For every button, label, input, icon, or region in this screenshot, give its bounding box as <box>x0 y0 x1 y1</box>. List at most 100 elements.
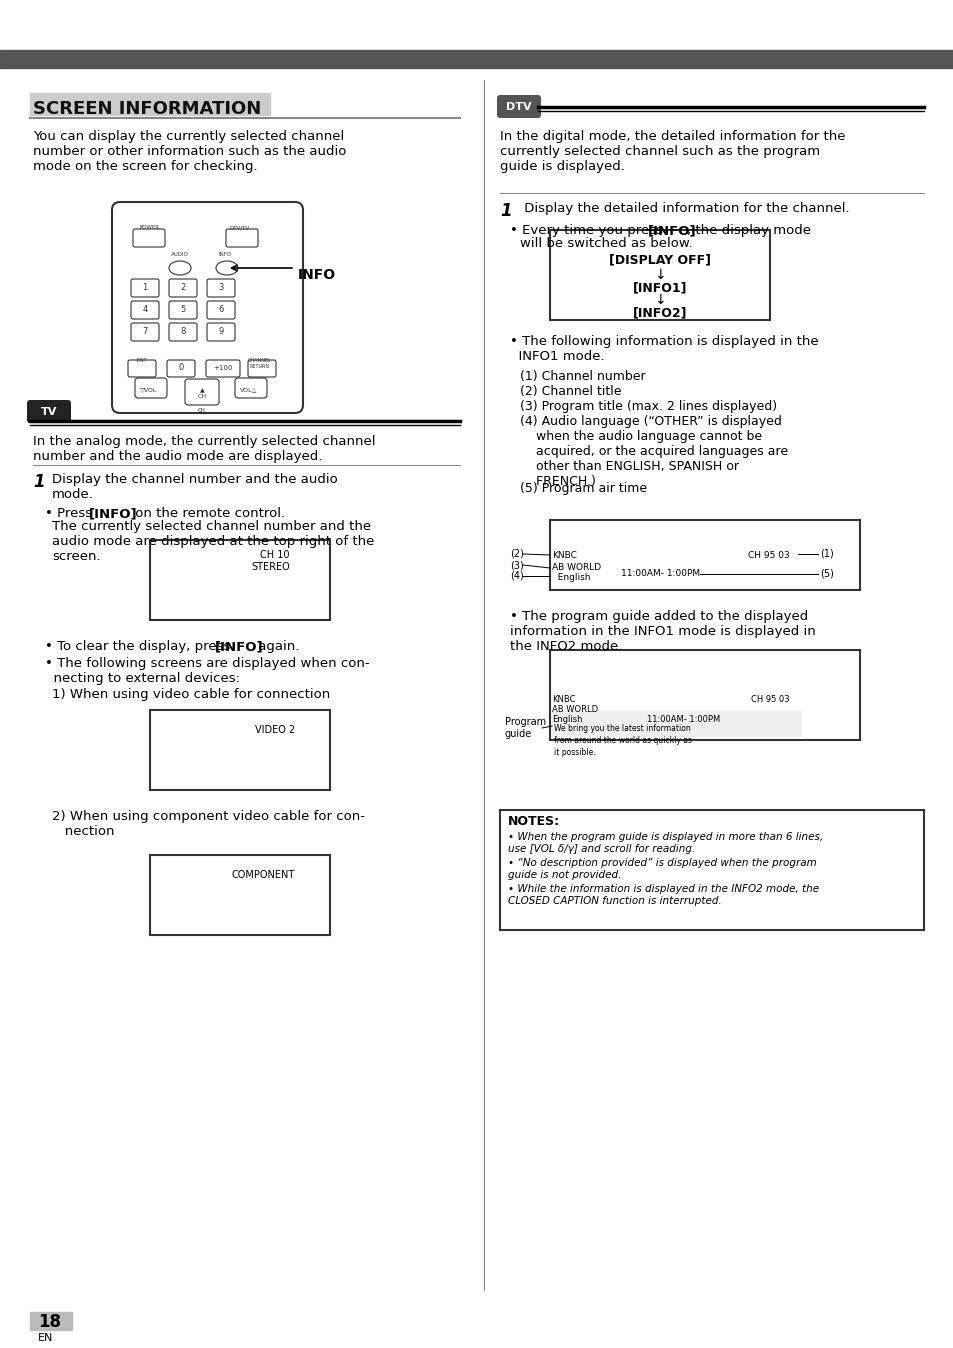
Text: • Press: • Press <box>45 507 96 520</box>
Text: (1): (1) <box>820 549 833 559</box>
Text: 11:00AM- 1:00PM: 11:00AM- 1:00PM <box>646 714 720 724</box>
Bar <box>0 50 953 67</box>
Bar <box>150 855 330 936</box>
Bar <box>150 710 330 790</box>
Text: DTV/TV: DTV/TV <box>230 225 250 231</box>
FancyBboxPatch shape <box>112 202 303 412</box>
Text: CHANNEL
RETURN: CHANNEL RETURN <box>248 359 272 369</box>
FancyBboxPatch shape <box>135 377 167 398</box>
Text: (5): (5) <box>820 569 833 580</box>
FancyBboxPatch shape <box>207 279 234 297</box>
Text: 5: 5 <box>180 306 186 314</box>
Text: • The program guide added to the displayed
information in the INFO1 mode is disp: • The program guide added to the display… <box>510 611 815 652</box>
Text: • To clear the display, press: • To clear the display, press <box>45 640 234 652</box>
Text: VOL△: VOL△ <box>240 387 257 392</box>
Text: • The following screens are displayed when con-
  necting to external devices:: • The following screens are displayed wh… <box>45 656 369 685</box>
Bar <box>30 1312 71 1330</box>
Text: 1: 1 <box>499 202 511 220</box>
Text: [INFO1]: [INFO1] <box>632 282 686 294</box>
Text: 1: 1 <box>33 473 45 491</box>
Text: EN: EN <box>38 1333 53 1343</box>
Bar <box>552 710 801 737</box>
Text: 8: 8 <box>180 328 186 337</box>
Text: You can display the currently selected channel
number or other information such : You can display the currently selected c… <box>33 129 346 173</box>
Text: 9: 9 <box>218 328 223 337</box>
Text: AUDIO: AUDIO <box>171 252 189 257</box>
Text: , the display mode: , the display mode <box>686 224 810 237</box>
Text: [INFO]: [INFO] <box>647 224 696 237</box>
Text: POWER: POWER <box>140 225 160 231</box>
FancyBboxPatch shape <box>167 360 194 377</box>
Text: The currently selected channel number and the
audio mode are displayed at the to: The currently selected channel number an… <box>52 520 374 563</box>
FancyBboxPatch shape <box>131 279 159 297</box>
Text: English: English <box>552 714 582 724</box>
Text: 18: 18 <box>38 1313 61 1330</box>
FancyBboxPatch shape <box>185 379 219 404</box>
FancyBboxPatch shape <box>131 301 159 319</box>
FancyBboxPatch shape <box>131 324 159 341</box>
Text: (3) Program title (max. 2 lines displayed): (3) Program title (max. 2 lines displaye… <box>519 400 777 412</box>
FancyBboxPatch shape <box>550 231 769 319</box>
FancyBboxPatch shape <box>169 279 196 297</box>
Text: Display the channel number and the audio
mode.: Display the channel number and the audio… <box>52 473 337 501</box>
FancyBboxPatch shape <box>207 301 234 319</box>
Text: 11:00AM- 1:00PM: 11:00AM- 1:00PM <box>620 569 700 578</box>
Text: KNBC: KNBC <box>552 696 575 705</box>
Text: INFO: INFO <box>297 268 335 282</box>
Text: NOTES:: NOTES: <box>507 816 559 828</box>
Text: AB WORLD: AB WORLD <box>552 563 600 573</box>
Text: • While the information is displayed in the INFO2 mode, the
CLOSED CAPTION funct: • While the information is displayed in … <box>507 884 819 906</box>
Text: 2: 2 <box>180 283 186 293</box>
Bar <box>150 541 330 620</box>
Text: CH 95 03: CH 95 03 <box>751 696 789 705</box>
Bar <box>550 520 859 590</box>
Text: 2) When using component video cable for con-
   nection: 2) When using component video cable for … <box>52 810 365 838</box>
Text: Program
guide: Program guide <box>504 717 545 739</box>
Text: ↓: ↓ <box>654 268 665 282</box>
Text: ↓: ↓ <box>654 293 665 307</box>
Text: DTV: DTV <box>506 102 531 112</box>
Text: 7: 7 <box>142 328 148 337</box>
Ellipse shape <box>215 262 237 275</box>
Text: (2) Channel title: (2) Channel title <box>519 386 620 398</box>
Text: (3): (3) <box>510 559 523 570</box>
Text: VIDEO 2: VIDEO 2 <box>254 725 294 735</box>
Text: TV: TV <box>41 407 57 417</box>
Text: [DISPLAY OFF]: [DISPLAY OFF] <box>608 253 710 267</box>
Text: In the analog mode, the currently selected channel
number and the audio mode are: In the analog mode, the currently select… <box>33 435 375 462</box>
FancyBboxPatch shape <box>169 324 196 341</box>
Text: COMPONENT: COMPONENT <box>232 869 294 880</box>
Text: (2): (2) <box>510 549 523 559</box>
Text: on the remote control.: on the remote control. <box>131 507 285 520</box>
Text: CH: CH <box>198 408 206 412</box>
Text: 0: 0 <box>178 364 183 372</box>
Text: 1) When using video cable for connection: 1) When using video cable for connection <box>52 687 330 701</box>
Text: CH 10
STEREO: CH 10 STEREO <box>251 550 290 572</box>
Text: [INFO2]: [INFO2] <box>632 306 686 319</box>
FancyBboxPatch shape <box>206 360 240 377</box>
FancyBboxPatch shape <box>169 301 196 319</box>
Text: 6: 6 <box>218 306 223 314</box>
Text: English: English <box>552 573 590 582</box>
Text: CH 95 03: CH 95 03 <box>747 550 789 559</box>
Text: We bring you the latest information
from around the world as quickly as
it possi: We bring you the latest information from… <box>554 724 691 756</box>
Text: (1) Channel number: (1) Channel number <box>519 369 645 383</box>
Text: ▲
CH: ▲ CH <box>197 388 207 399</box>
FancyBboxPatch shape <box>128 360 156 377</box>
Text: • “No description provided” is displayed when the program
guide is not provided.: • “No description provided” is displayed… <box>507 857 816 880</box>
FancyBboxPatch shape <box>27 400 71 423</box>
Ellipse shape <box>169 262 191 275</box>
Text: [INFO]: [INFO] <box>89 507 137 520</box>
Text: again.: again. <box>253 640 299 652</box>
Text: • Every time you press: • Every time you press <box>510 224 666 237</box>
Text: INFO: INFO <box>218 252 232 257</box>
Text: +100: +100 <box>213 365 233 371</box>
Text: • The following information is displayed in the
  INFO1 mode.: • The following information is displayed… <box>510 336 818 363</box>
Text: (5) Program air time: (5) Program air time <box>519 483 646 495</box>
Text: ▽VOL: ▽VOL <box>140 387 157 392</box>
Text: AB WORLD: AB WORLD <box>552 705 598 714</box>
Bar <box>550 650 859 740</box>
FancyBboxPatch shape <box>497 94 540 119</box>
Text: • When the program guide is displayed in more than 6 lines,
use [VOL δ/γ] and sc: • When the program guide is displayed in… <box>507 832 822 853</box>
Text: 4: 4 <box>142 306 148 314</box>
